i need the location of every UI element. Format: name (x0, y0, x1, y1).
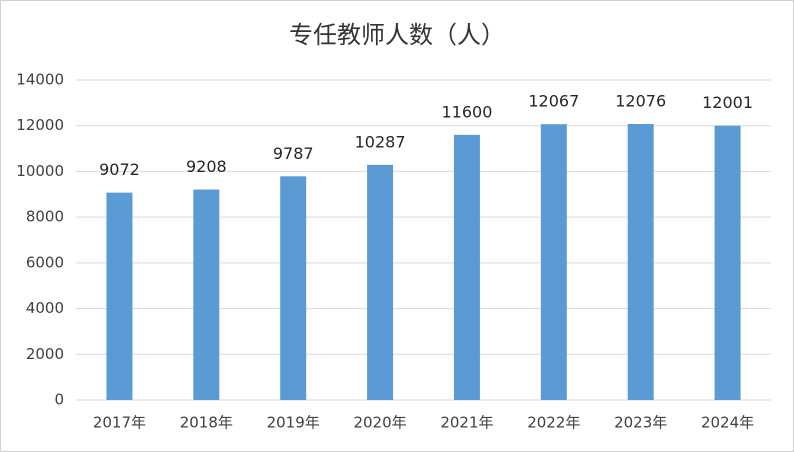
data-label: 12067 (528, 92, 579, 111)
data-label: 10287 (355, 132, 406, 151)
data-label: 12001 (702, 93, 753, 112)
y-tick-label: 8000 (26, 208, 64, 226)
data-label: 9208 (186, 157, 227, 176)
x-tick-label: 2020年 (353, 414, 406, 432)
x-tick-label: 2018年 (180, 414, 233, 432)
bar (627, 123, 654, 400)
y-tick-label: 2000 (26, 345, 64, 363)
data-label: 9787 (273, 144, 314, 163)
bar (714, 125, 741, 400)
bar (106, 192, 133, 400)
y-tick-label: 14000 (16, 71, 64, 89)
y-tick-label: 10000 (16, 162, 64, 180)
y-tick-label: 12000 (16, 116, 64, 134)
y-tick-label: 0 (54, 391, 64, 409)
x-tick-label: 2017年 (93, 414, 146, 432)
bar (367, 164, 394, 400)
data-label: 12076 (615, 91, 666, 110)
bar (453, 134, 480, 400)
y-tick-label: 4000 (26, 299, 64, 317)
bar (540, 124, 567, 400)
data-label: 11600 (441, 102, 492, 121)
bar (280, 176, 307, 400)
bar (193, 189, 220, 400)
y-tick-label: 6000 (26, 253, 64, 271)
x-tick-label: 2023年 (614, 414, 667, 432)
chart-title: 专任教师人数（人） (289, 21, 505, 49)
x-tick-label: 2021年 (440, 414, 493, 432)
x-tick-label: 2024年 (701, 414, 754, 432)
x-tick-label: 2022年 (527, 414, 580, 432)
x-tick-label: 2019年 (267, 414, 320, 432)
data-label: 9072 (99, 160, 140, 179)
